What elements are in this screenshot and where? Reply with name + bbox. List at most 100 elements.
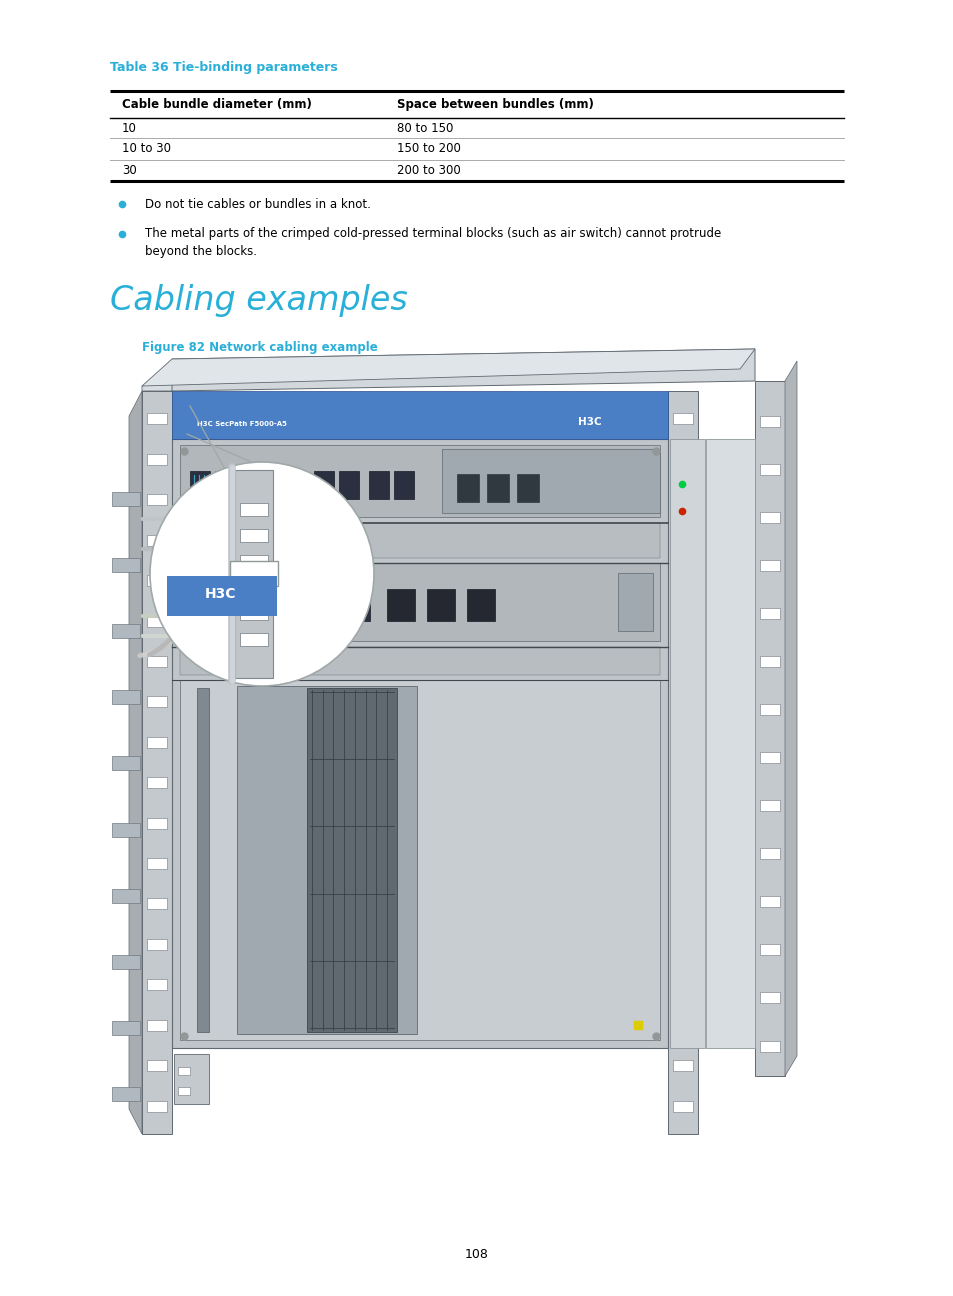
Bar <box>672 737 692 748</box>
Text: Do not tie cables or bundles in a knot.: Do not tie cables or bundles in a knot. <box>145 197 371 210</box>
Bar <box>618 573 652 631</box>
Bar <box>112 823 140 836</box>
Bar <box>672 898 692 910</box>
Polygon shape <box>172 349 754 391</box>
Bar <box>760 656 780 667</box>
Polygon shape <box>754 381 784 1076</box>
Bar <box>441 448 659 513</box>
Bar <box>147 1060 167 1070</box>
Bar <box>346 588 370 621</box>
Bar <box>147 454 167 465</box>
Bar <box>274 470 294 499</box>
Bar <box>190 470 210 499</box>
Bar <box>236 686 416 1034</box>
Bar <box>180 524 659 559</box>
Bar <box>250 470 270 499</box>
Text: 200 to 300: 200 to 300 <box>396 165 460 178</box>
Bar <box>180 647 659 675</box>
Polygon shape <box>142 349 754 386</box>
Bar <box>240 555 268 568</box>
Bar <box>672 778 692 788</box>
Bar <box>669 439 704 1048</box>
Bar <box>467 588 495 621</box>
Bar <box>760 993 780 1003</box>
Bar <box>280 588 304 621</box>
Polygon shape <box>142 369 190 391</box>
Text: 150 to 200: 150 to 200 <box>396 143 460 156</box>
Bar <box>112 889 140 903</box>
Bar <box>147 413 167 425</box>
Bar <box>147 616 167 626</box>
Bar <box>760 608 780 618</box>
Bar <box>517 474 538 502</box>
Bar <box>147 980 167 990</box>
Bar <box>147 575 167 586</box>
Bar <box>672 1100 692 1112</box>
Bar <box>672 656 692 667</box>
Text: Figure 82 Network cabling example: Figure 82 Network cabling example <box>142 341 377 354</box>
Bar <box>180 562 659 642</box>
Bar <box>112 757 140 770</box>
Text: beyond the blocks.: beyond the blocks. <box>145 245 256 258</box>
Text: H3C: H3C <box>578 417 601 426</box>
Bar <box>760 897 780 907</box>
Text: H3C: H3C <box>204 587 235 601</box>
Text: 30: 30 <box>122 165 136 178</box>
Bar <box>173 1054 209 1104</box>
Bar <box>240 607 268 619</box>
Bar <box>178 1087 190 1095</box>
Bar <box>196 688 209 1032</box>
Bar <box>180 445 659 517</box>
Bar <box>172 439 667 1048</box>
Bar <box>672 1060 692 1070</box>
Bar <box>234 470 273 678</box>
Bar <box>112 955 140 969</box>
Bar <box>172 391 667 439</box>
Bar <box>216 588 241 621</box>
Bar <box>760 560 780 570</box>
Bar <box>387 588 415 621</box>
Bar <box>672 494 692 505</box>
Bar <box>672 980 692 990</box>
Bar <box>456 474 478 502</box>
Bar <box>240 529 268 542</box>
Text: The metal parts of the crimped cold-pressed terminal blocks (such as air switch): The metal parts of the crimped cold-pres… <box>145 228 720 241</box>
Bar <box>672 696 692 708</box>
Bar <box>760 1041 780 1051</box>
Text: Cabling examples: Cabling examples <box>110 284 407 318</box>
Text: 80 to 150: 80 to 150 <box>396 122 453 135</box>
Bar <box>314 470 334 499</box>
Bar <box>147 696 167 708</box>
Bar <box>307 688 396 1032</box>
Bar <box>178 1067 190 1074</box>
Bar <box>112 625 140 638</box>
Bar <box>147 1020 167 1030</box>
Text: 10 to 30: 10 to 30 <box>122 143 171 156</box>
Bar <box>147 818 167 828</box>
Bar <box>240 632 268 645</box>
Bar <box>112 492 140 505</box>
Bar <box>427 588 455 621</box>
Bar <box>147 938 167 950</box>
Text: 10: 10 <box>122 122 136 135</box>
Bar <box>214 470 234 499</box>
Text: Table 36 Tie-binding parameters: Table 36 Tie-binding parameters <box>110 61 337 74</box>
Bar <box>187 588 211 621</box>
Bar <box>672 616 692 626</box>
Bar <box>760 945 780 955</box>
Bar <box>147 1100 167 1112</box>
Bar <box>147 656 167 667</box>
Bar <box>760 848 780 859</box>
Bar <box>180 680 659 1039</box>
Bar <box>760 464 780 474</box>
Bar <box>672 1020 692 1030</box>
Bar <box>760 512 780 522</box>
Bar <box>672 535 692 546</box>
Bar <box>760 704 780 715</box>
Bar <box>147 494 167 505</box>
Bar <box>760 416 780 426</box>
Bar <box>147 858 167 870</box>
Polygon shape <box>129 391 142 1134</box>
Bar <box>760 752 780 763</box>
Bar <box>112 1087 140 1102</box>
